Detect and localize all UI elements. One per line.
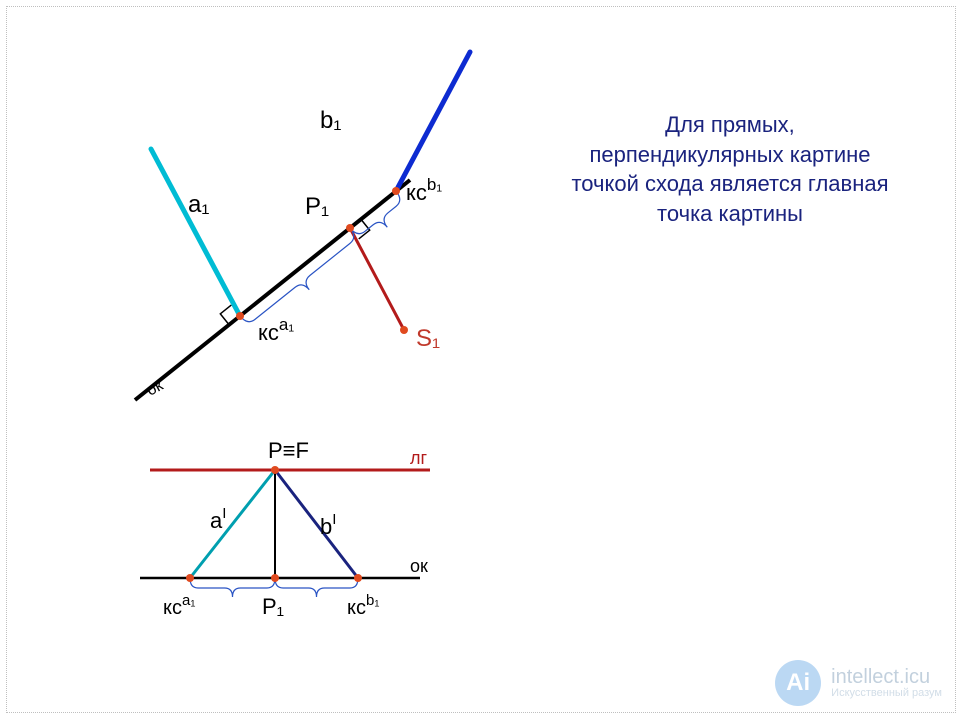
svg-text:S₁: S₁: [416, 325, 440, 352]
svg-text:aI: aI: [210, 505, 226, 533]
svg-text:ок: ок: [410, 556, 428, 576]
svg-text:P≡F: P≡F: [268, 438, 309, 463]
watermark-sub: Искусственный разум: [831, 687, 942, 699]
svg-text:b₁: b₁: [320, 107, 341, 134]
svg-text:ксa₁: ксa₁: [258, 315, 294, 345]
svg-text:P₁: P₁: [305, 193, 329, 220]
caption-text: Для прямых, перпендикулярных картине точ…: [570, 110, 890, 229]
svg-text:ок: ок: [144, 377, 167, 400]
svg-text:ксb₁: ксb₁: [406, 175, 442, 205]
watermark-main: intellect.icu: [831, 667, 942, 687]
svg-text:ксb₁: ксb₁: [347, 592, 379, 619]
svg-text:P₁: P₁: [262, 594, 284, 619]
svg-text:bI: bI: [320, 511, 336, 539]
geometry-diagram: ок a₁ b₁ P₁ S₁ ксa₁ ксb₁ лг ок P≡F aI bI ксa₁ P₁ ксb₁: [0, 0, 960, 720]
svg-text:ксa₁: ксa₁: [163, 592, 195, 619]
svg-text:a₁: a₁: [188, 191, 209, 218]
watermark: Аі intellect.icu Искусственный разум: [775, 660, 942, 706]
svg-text:лг: лг: [410, 448, 428, 468]
watermark-badge: Аі: [775, 660, 821, 706]
